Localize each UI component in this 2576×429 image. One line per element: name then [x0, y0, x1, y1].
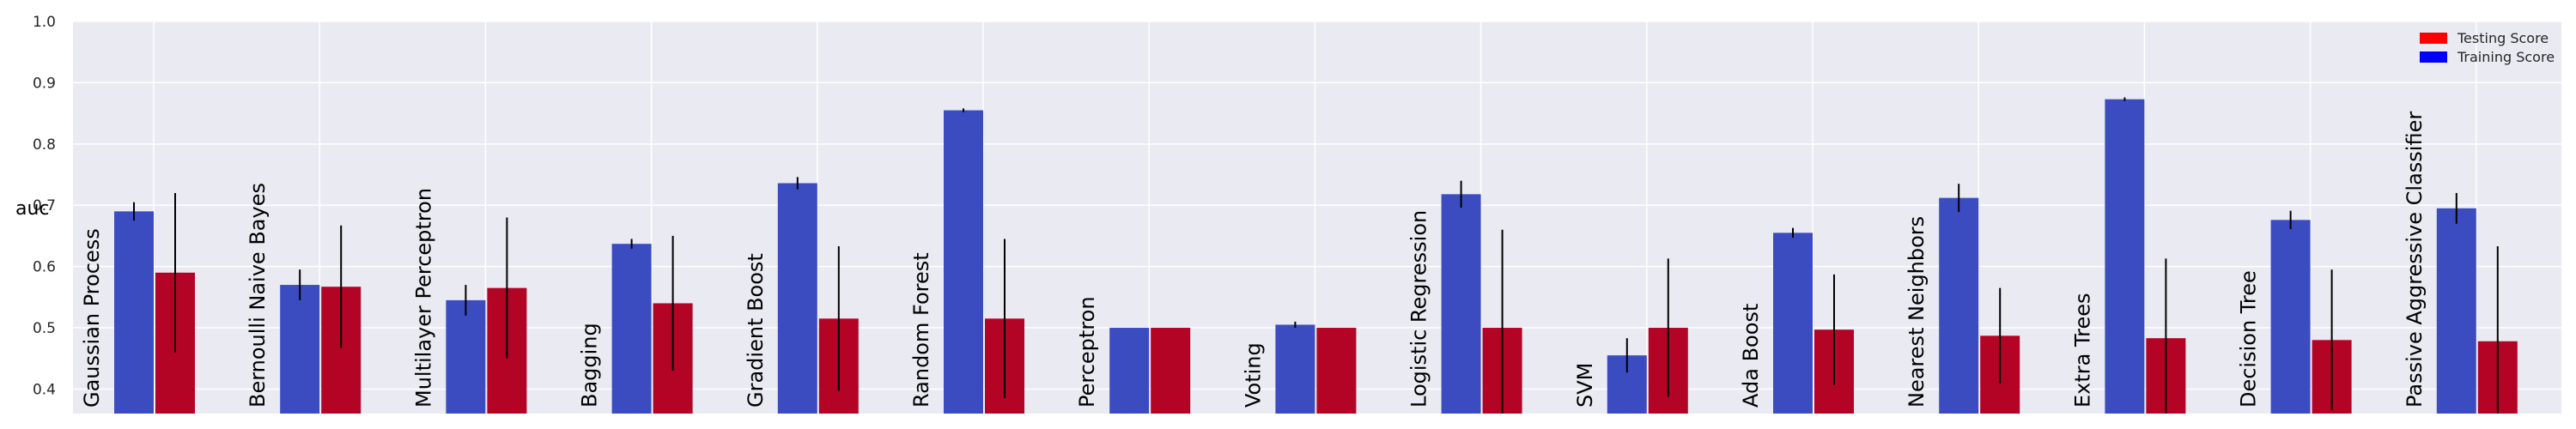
- testing-score-bar: [1316, 328, 1357, 414]
- category-label: Logistic Regression: [1407, 210, 1431, 408]
- category-label: Random Forest: [909, 252, 933, 408]
- training-score-bar: [2105, 99, 2145, 414]
- legend-label: Testing Score: [2457, 30, 2549, 46]
- training-score-bar: [280, 285, 320, 414]
- training-score-bar: [2436, 208, 2476, 414]
- error-bars: [133, 97, 2499, 414]
- legend-label: Training Score: [2457, 49, 2555, 65]
- category-label: Gradient Boost: [744, 253, 768, 408]
- testing-score-bar: [1151, 328, 1191, 414]
- training-score-bar: [1441, 194, 1481, 414]
- category-label: Voting: [1241, 342, 1265, 408]
- category-label: Passive Aggressive Classifier: [2403, 112, 2427, 408]
- training-score-bar: [114, 211, 154, 414]
- category-label: Extra Trees: [2070, 293, 2094, 408]
- y-tick-label: 0.4: [33, 381, 56, 398]
- category-label: Ada Boost: [1739, 304, 1763, 408]
- legend-swatch: [2420, 51, 2447, 63]
- y-axis-label: auc: [15, 198, 50, 220]
- category-label: Nearest Neighbors: [1905, 216, 1929, 408]
- category-label: Perceptron: [1075, 296, 1099, 408]
- category-label: Bernoulli Naive Bayes: [246, 183, 270, 408]
- y-tick-label: 1.0: [33, 14, 56, 31]
- y-tick-label: 0.9: [33, 75, 56, 92]
- training-score-bar: [1109, 328, 1150, 414]
- training-score-bar: [1773, 233, 1813, 414]
- training-score-bar: [1939, 197, 1979, 414]
- category-label: Bagging: [578, 323, 602, 408]
- legend-swatch: [2420, 33, 2447, 44]
- category-label: Multilayer Perceptron: [411, 188, 435, 408]
- training-score-bar: [1275, 324, 1315, 414]
- training-score-bar: [446, 299, 486, 414]
- y-tick-label: 0.5: [33, 320, 56, 337]
- category-label: Decision Tree: [2237, 270, 2261, 408]
- category-label: Gaussian Process: [80, 228, 104, 408]
- training-score-bar: [611, 244, 652, 414]
- y-tick-labels: 0.4 0.5 0.6 0.7 0.8 0.9 1.0: [33, 14, 56, 398]
- y-tick-label: 0.6: [33, 259, 56, 276]
- legend: Testing Score Training Score: [2420, 30, 2555, 65]
- training-score-bar: [944, 110, 983, 414]
- category-labels: Gaussian Process Bernoulli Naive Bayes Mul…: [80, 112, 2427, 408]
- y-tick-label: 0.7: [33, 197, 56, 214]
- category-label: SVM: [1573, 363, 1597, 408]
- training-score-bar: [777, 183, 817, 414]
- training-score-bar: [2270, 220, 2311, 414]
- y-tick-label: 0.8: [33, 136, 56, 154]
